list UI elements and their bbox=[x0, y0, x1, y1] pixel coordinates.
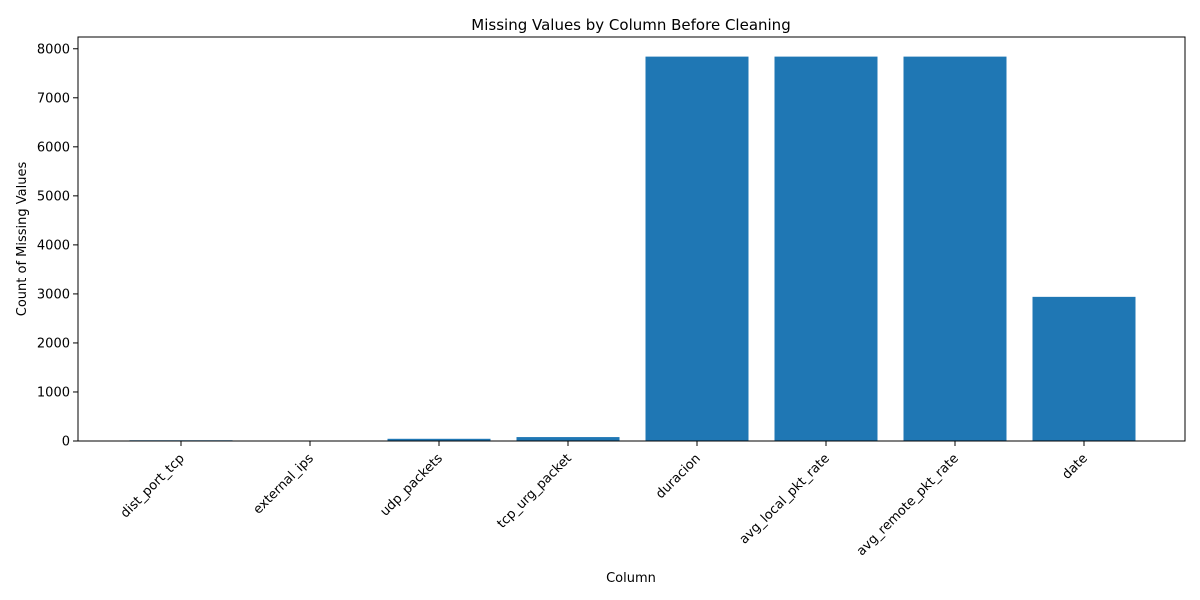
x-tick-label: dist_port_tcp bbox=[118, 451, 188, 521]
x-tick-label: date bbox=[1059, 451, 1090, 482]
x-axis-label: Column bbox=[606, 571, 656, 586]
x-tick-label: duracion bbox=[653, 451, 704, 502]
bar-duracion bbox=[645, 56, 749, 442]
bars-group bbox=[129, 56, 1136, 442]
plot-frame bbox=[77, 36, 1186, 442]
bar-udp_packets bbox=[387, 438, 491, 441]
x-tick-label: udp_packets bbox=[378, 451, 446, 519]
y-tick-label: 3000 bbox=[37, 287, 70, 302]
y-tick-label: 8000 bbox=[37, 42, 70, 57]
bar-date bbox=[1032, 296, 1136, 441]
y-tick-label: 4000 bbox=[37, 238, 70, 253]
y-axis-label: Count of Missing Values bbox=[15, 162, 30, 317]
x-tick-label: external_ips bbox=[251, 451, 317, 517]
x-tick-label: avg_remote_pkt_rate bbox=[854, 451, 962, 559]
y-tick-label: 2000 bbox=[37, 336, 70, 351]
y-tick-label: 0 bbox=[62, 435, 70, 450]
y-tick-label: 5000 bbox=[37, 189, 70, 204]
y-tick-label: 1000 bbox=[37, 385, 70, 400]
chart-title: Missing Values by Column Before Cleaning bbox=[471, 16, 790, 34]
bar-tcp_urg_packet bbox=[516, 437, 620, 441]
x-tick-label: tcp_urg_packet bbox=[494, 451, 574, 531]
y-axis-ticks: 0 1000 2000 3000 4000 5000 6000 7000 8000 bbox=[37, 42, 78, 450]
x-axis-ticks: dist_port_tcp external_ips udp_packets tcp_… bbox=[118, 441, 1091, 559]
bar-avg_local_pkt_rate bbox=[774, 56, 878, 442]
x-tick-label: avg_local_pkt_rate bbox=[737, 451, 833, 547]
y-tick-label: 7000 bbox=[37, 91, 70, 106]
y-tick-label: 6000 bbox=[37, 140, 70, 155]
bar-avg_remote_pkt_rate bbox=[903, 56, 1007, 442]
